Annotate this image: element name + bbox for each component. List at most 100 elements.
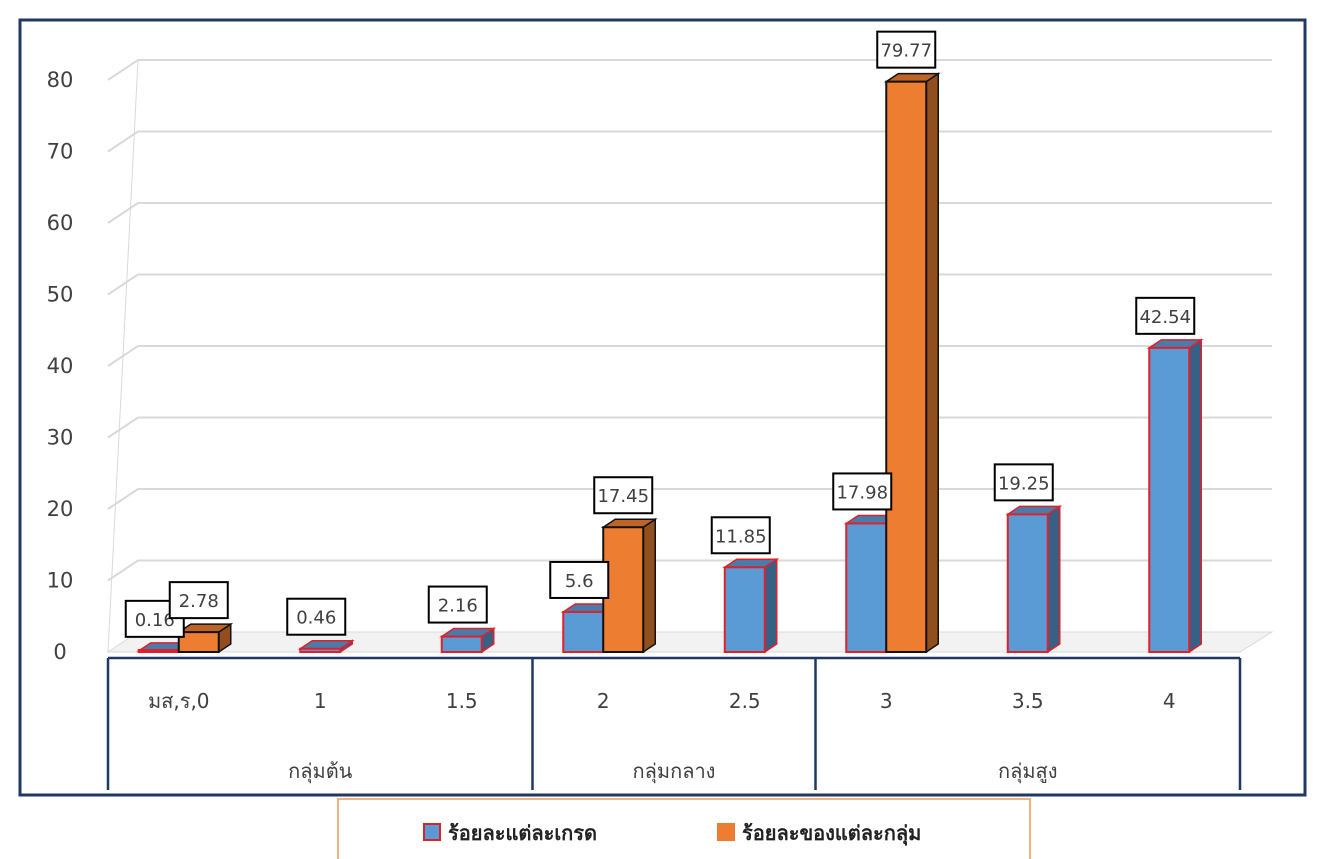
bar [722,557,780,654]
data-label-text: 79.77 [880,41,932,62]
bar [439,627,497,654]
x-tick-label: 1 [314,689,327,713]
data-label-box [876,30,937,69]
gridline-depth [107,488,139,510]
data-label-text: 5.6 [565,571,594,592]
bar-front [1148,346,1191,653]
chart-frame [18,18,1307,797]
bar-side [1047,504,1061,654]
bar-front [845,522,888,653]
gridline-depth [107,59,139,81]
gridline-depth [107,130,139,153]
data-label: 5.6 [549,560,610,599]
legend-label: ร้อยละของแต่ละกลุ่ม [742,821,921,846]
y-tick-label: 30 [47,426,74,450]
data-label: 79.77 [876,30,937,69]
bar-side [764,557,778,654]
data-label-box [593,476,654,515]
y-tick-label: 60 [47,211,74,235]
bar-front [177,631,220,653]
x-tick-label: 4 [1163,689,1176,713]
bars [136,72,1204,654]
x-tick-label: 2 [597,689,610,713]
gridline-depth [107,559,139,582]
data-label: 17.45 [593,476,654,515]
y-tick-label: 20 [47,497,74,521]
data-label: 11.85 [710,516,771,555]
data-label-text: 42.54 [1139,307,1191,328]
bar-side [1188,338,1202,654]
bar [1005,504,1063,654]
x-tick-label: 2.5 [729,689,761,713]
data-label-text: 17.45 [597,486,649,507]
data-label: 2.16 [427,585,488,624]
bar [600,517,658,654]
data-label-text: 19.25 [998,473,1050,494]
data-label: 0.46 [286,597,347,636]
x-tick-label: มส,ร,0 [148,689,210,713]
x-group-label: กลุ่มต้น [288,759,353,784]
data-label-box [993,463,1054,502]
data-label-text: 2.78 [179,591,219,612]
y-tick-label: 10 [47,569,74,593]
legend-swatch [423,823,441,841]
bar-front [1006,513,1049,653]
legend-swatch [717,823,735,841]
data-label-box [832,472,893,511]
bar [883,72,941,654]
bar-front [885,80,928,654]
y-axis: 0 10 20 30 40 50 60 70 80 [47,68,74,664]
data-label-box [549,560,610,599]
legend-item: ร้อยละแต่ละเกรด [423,821,597,845]
data-label: 17.98 [832,472,893,511]
bar [1146,338,1204,654]
legend: ร้อยละแต่ละเกรด ร้อยละของแต่ละกลุ่ม [423,821,921,846]
bar-side [925,72,939,654]
data-label-box [286,597,347,636]
legend-label: ร้อยละแต่ละเกรด [448,821,597,845]
gridline-depth [107,202,139,224]
x-tick-label: 1.5 [446,689,478,713]
bar-side [642,517,656,654]
y-tick-label: 70 [47,140,74,164]
gridline-depth [107,416,139,439]
x-tick-label: 3 [880,689,893,713]
data-label-text: 2.16 [438,596,478,617]
chart-floor [106,631,1274,653]
data-label-box [427,585,488,624]
legend-box [337,798,1031,859]
data-label-text: 17.98 [836,482,888,503]
data-label-box [168,581,229,620]
y-tick-label: 40 [47,354,74,378]
bar-front [137,649,180,653]
data-label-box [710,516,771,555]
y-tick-label: 50 [47,283,74,307]
data-label-text: 11.85 [715,526,767,547]
data-labels: 0.162.78 0.46 2.16 5.6 17.45 11.85 17.98 79.77 1… [124,30,1196,638]
bar-front [723,566,766,654]
data-label-text: 0.46 [296,608,336,629]
data-label-text: 0.16 [135,610,175,631]
x-group-label: กลุ่มกลาง [633,759,716,784]
y-tick-label: 80 [47,68,74,92]
x-axis: มส,ร,0 1 1.5 2 2.5 3 3.5 4 กลุ่มต้น กลุ่มกลาง กลุ่… [106,656,1242,790]
bar-front [562,610,605,654]
gridlines [106,59,1274,653]
bar-front [602,526,645,653]
x-tick-label: 3.5 [1012,689,1044,713]
bar-front [299,647,342,653]
bar-front [440,635,483,654]
data-label-box [1135,296,1196,335]
data-label: 19.25 [993,463,1054,502]
data-label: 2.78 [168,581,229,620]
gridline-depth [107,345,139,367]
y-tick-label: 0 [53,640,66,664]
x-group-label: กลุ่มสูง [998,759,1058,784]
gridline-depth [107,273,139,296]
legend-item: ร้อยละของแต่ละกลุ่ม [717,821,921,846]
data-label: 42.54 [1135,296,1196,335]
bar [176,622,234,654]
bar [297,639,355,654]
